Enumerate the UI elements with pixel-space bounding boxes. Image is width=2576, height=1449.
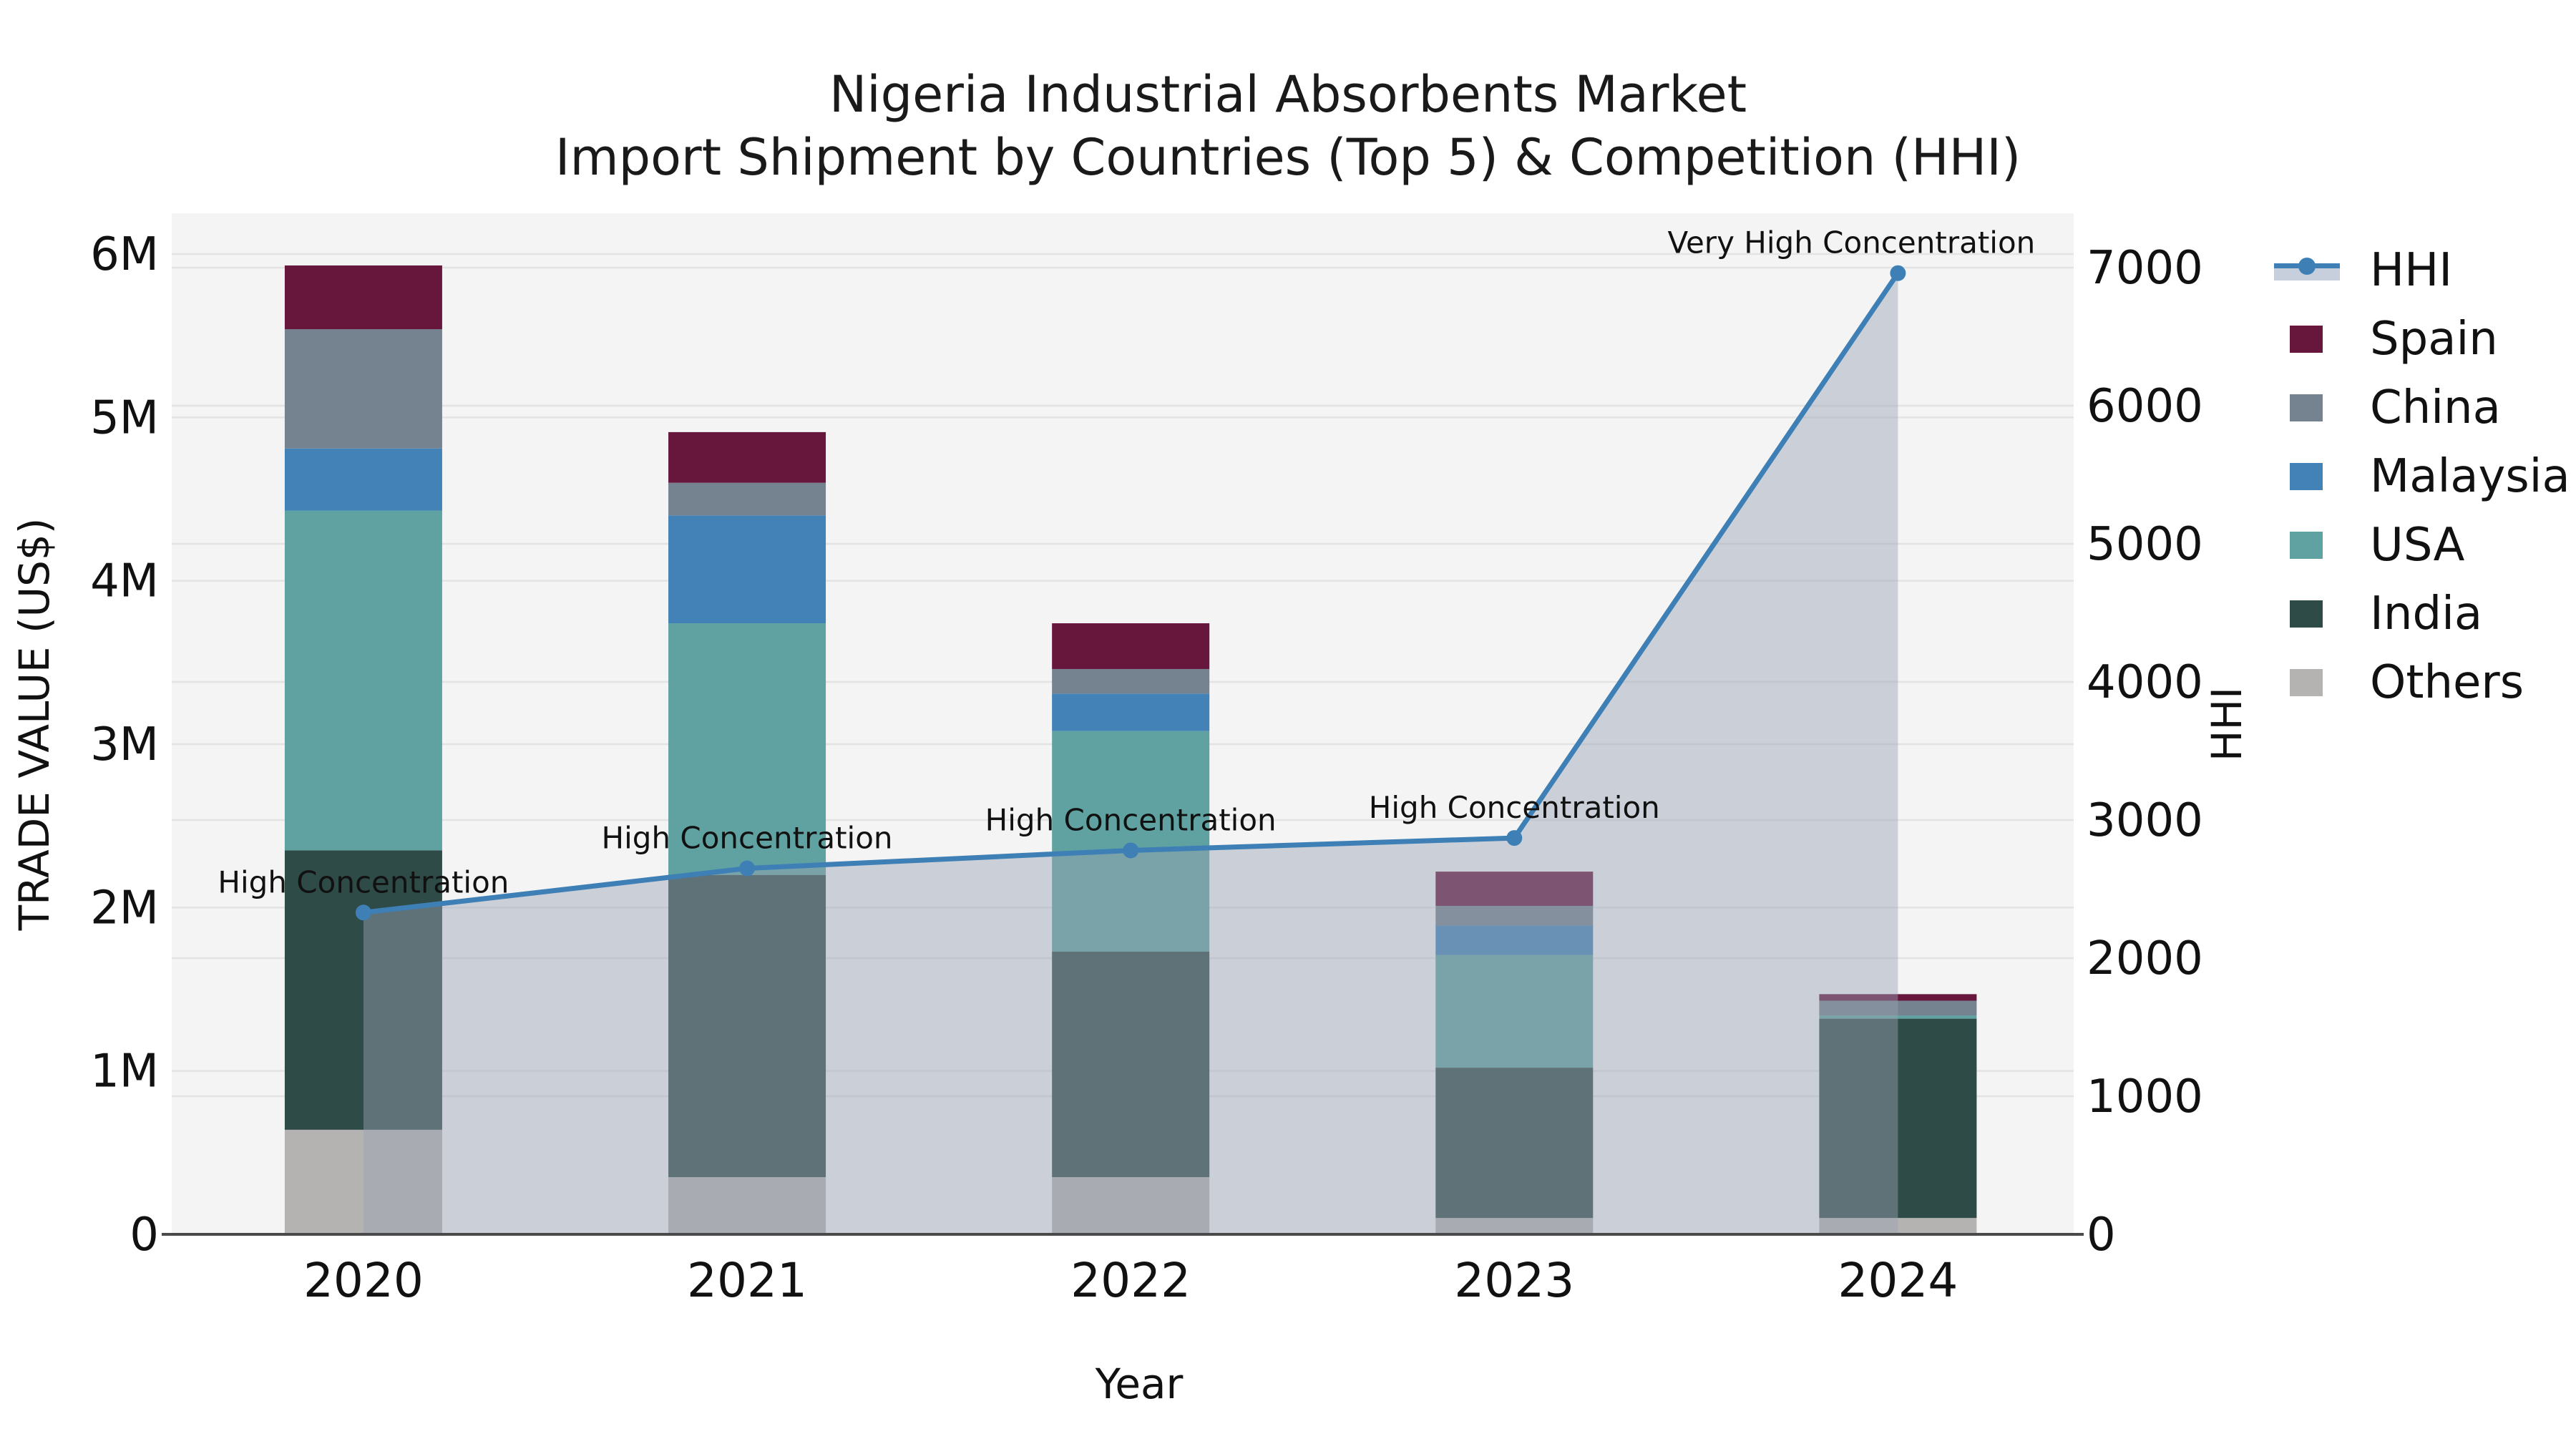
hhi-marker-2024 — [1890, 265, 1906, 281]
bar-segment-spain-2023 — [1435, 872, 1594, 907]
legend-item-india: India — [2274, 580, 2570, 648]
hhi-marker-2023 — [1506, 830, 1523, 847]
tick-label-x: 2022 — [1070, 1253, 1191, 1308]
bar-segment-usa-2024 — [1819, 1015, 1977, 1019]
left-axis-title: TRADE VALUE (US$) — [10, 517, 59, 931]
tick-label-right: 7000 — [2087, 242, 2203, 295]
tick-label-x: 2020 — [303, 1253, 424, 1308]
bar-segment-china-2023 — [1435, 906, 1594, 926]
hhi-line-icon — [2274, 255, 2346, 286]
legend-item-hhi: HHI — [2274, 236, 2570, 305]
spain-swatch-icon — [2274, 323, 2346, 355]
chart-title-line1: Nigeria Industrial Absorbents Market — [829, 65, 1747, 124]
legend-label: India — [2370, 587, 2483, 640]
tick-label-left: 6M — [90, 228, 159, 281]
tick-label-right: 6000 — [2087, 380, 2203, 433]
tick-label-x: 2023 — [1454, 1253, 1574, 1308]
legend-label: HHI — [2370, 244, 2453, 297]
tick-label-left: 1M — [90, 1045, 159, 1098]
hhi-marker-2020 — [355, 904, 371, 921]
bar-segment-malaysia-2020 — [284, 448, 442, 511]
bar-segment-china-2021 — [668, 482, 826, 516]
legend-item-usa: USA — [2274, 511, 2570, 580]
legend-label: Others — [2370, 656, 2524, 709]
malaysia-swatch-icon — [2274, 461, 2346, 492]
bar-segment-india-2023 — [1435, 1068, 1594, 1219]
legend-item-spain: Spain — [2274, 305, 2570, 374]
bar-segment-usa-2020 — [284, 510, 442, 851]
bar-segment-others-2023 — [1435, 1218, 1594, 1234]
tick-label-right: 5000 — [2087, 518, 2203, 571]
bar-segment-china-2022 — [1052, 668, 1210, 694]
bar-segment-malaysia-2023 — [1435, 925, 1594, 955]
legend-label: USA — [2370, 519, 2465, 572]
bar-segment-usa-2021 — [668, 623, 826, 875]
tick-label-right: 3000 — [2087, 794, 2203, 847]
tick-label-right: 4000 — [2087, 656, 2203, 709]
tick-label-x: 2024 — [1838, 1253, 1958, 1308]
tick-label-right: 0 — [2087, 1209, 2116, 1262]
hhi-area-fill — [363, 273, 1898, 1235]
legend: HHI Spain China Malaysia USA India Others — [2274, 236, 2570, 717]
annotation-2023: High Concentration — [1369, 790, 1660, 825]
legend-label: Malaysia — [2370, 450, 2570, 503]
tick-label-left: 3M — [90, 718, 159, 771]
bar-segment-india-2021 — [668, 874, 826, 1178]
usa-swatch-icon — [2274, 530, 2346, 561]
bar-segment-usa-2023 — [1435, 955, 1594, 1068]
x-axis-title: Year — [1095, 1360, 1184, 1408]
annotation-2020: High Concentration — [218, 864, 509, 899]
bar-segment-spain-2021 — [668, 431, 826, 483]
bar-segment-china-2024 — [1819, 1000, 1977, 1016]
bar-segment-spain-2020 — [284, 265, 442, 330]
bar-segment-china-2020 — [284, 329, 442, 449]
tick-label-left: 2M — [90, 882, 159, 935]
bar-segment-spain-2022 — [1052, 623, 1210, 669]
tick-label-right: 1000 — [2087, 1070, 2203, 1123]
bar-segment-malaysia-2022 — [1052, 693, 1210, 731]
right-axis-title: HHI — [2202, 686, 2251, 762]
tick-label-left: 0 — [130, 1209, 159, 1262]
tick-label-right: 2000 — [2087, 932, 2203, 985]
bar-segment-malaysia-2021 — [668, 515, 826, 624]
india-swatch-icon — [2274, 598, 2346, 630]
tick-label-left: 5M — [90, 391, 159, 444]
china-swatch-icon — [2274, 392, 2346, 424]
legend-item-others: Others — [2274, 648, 2570, 717]
bar-segment-usa-2022 — [1052, 731, 1210, 952]
legend-item-malaysia: Malaysia — [2274, 442, 2570, 511]
annotation-2024: Very High Concentration — [1668, 225, 2036, 260]
annotation-2022: High Concentration — [985, 802, 1277, 837]
legend-label: China — [2370, 381, 2501, 434]
bar-segment-india-2020 — [284, 850, 442, 1130]
chart-title-line2: Import Shipment by Countries (Top 5) & C… — [555, 128, 2021, 187]
tick-label-x: 2021 — [687, 1253, 807, 1308]
legend-label: Spain — [2370, 313, 2498, 366]
hhi-marker-2022 — [1123, 842, 1139, 859]
bar-segment-spain-2024 — [1819, 994, 1977, 1001]
bar-segment-others-2021 — [668, 1177, 826, 1234]
bar-segment-india-2022 — [1052, 951, 1210, 1178]
legend-item-china: China — [2274, 374, 2570, 442]
bar-segment-india-2024 — [1819, 1018, 1977, 1219]
bar-segment-others-2020 — [284, 1129, 442, 1234]
tick-label-left: 4M — [90, 555, 159, 608]
chart-title: Nigeria Industrial Absorbents Market Imp… — [0, 63, 2576, 189]
others-swatch-icon — [2274, 667, 2346, 698]
hhi-marker-2021 — [739, 860, 756, 877]
bar-segment-others-2022 — [1052, 1177, 1210, 1234]
bar-segment-others-2024 — [1819, 1218, 1977, 1234]
annotation-2021: High Concentration — [602, 821, 893, 856]
